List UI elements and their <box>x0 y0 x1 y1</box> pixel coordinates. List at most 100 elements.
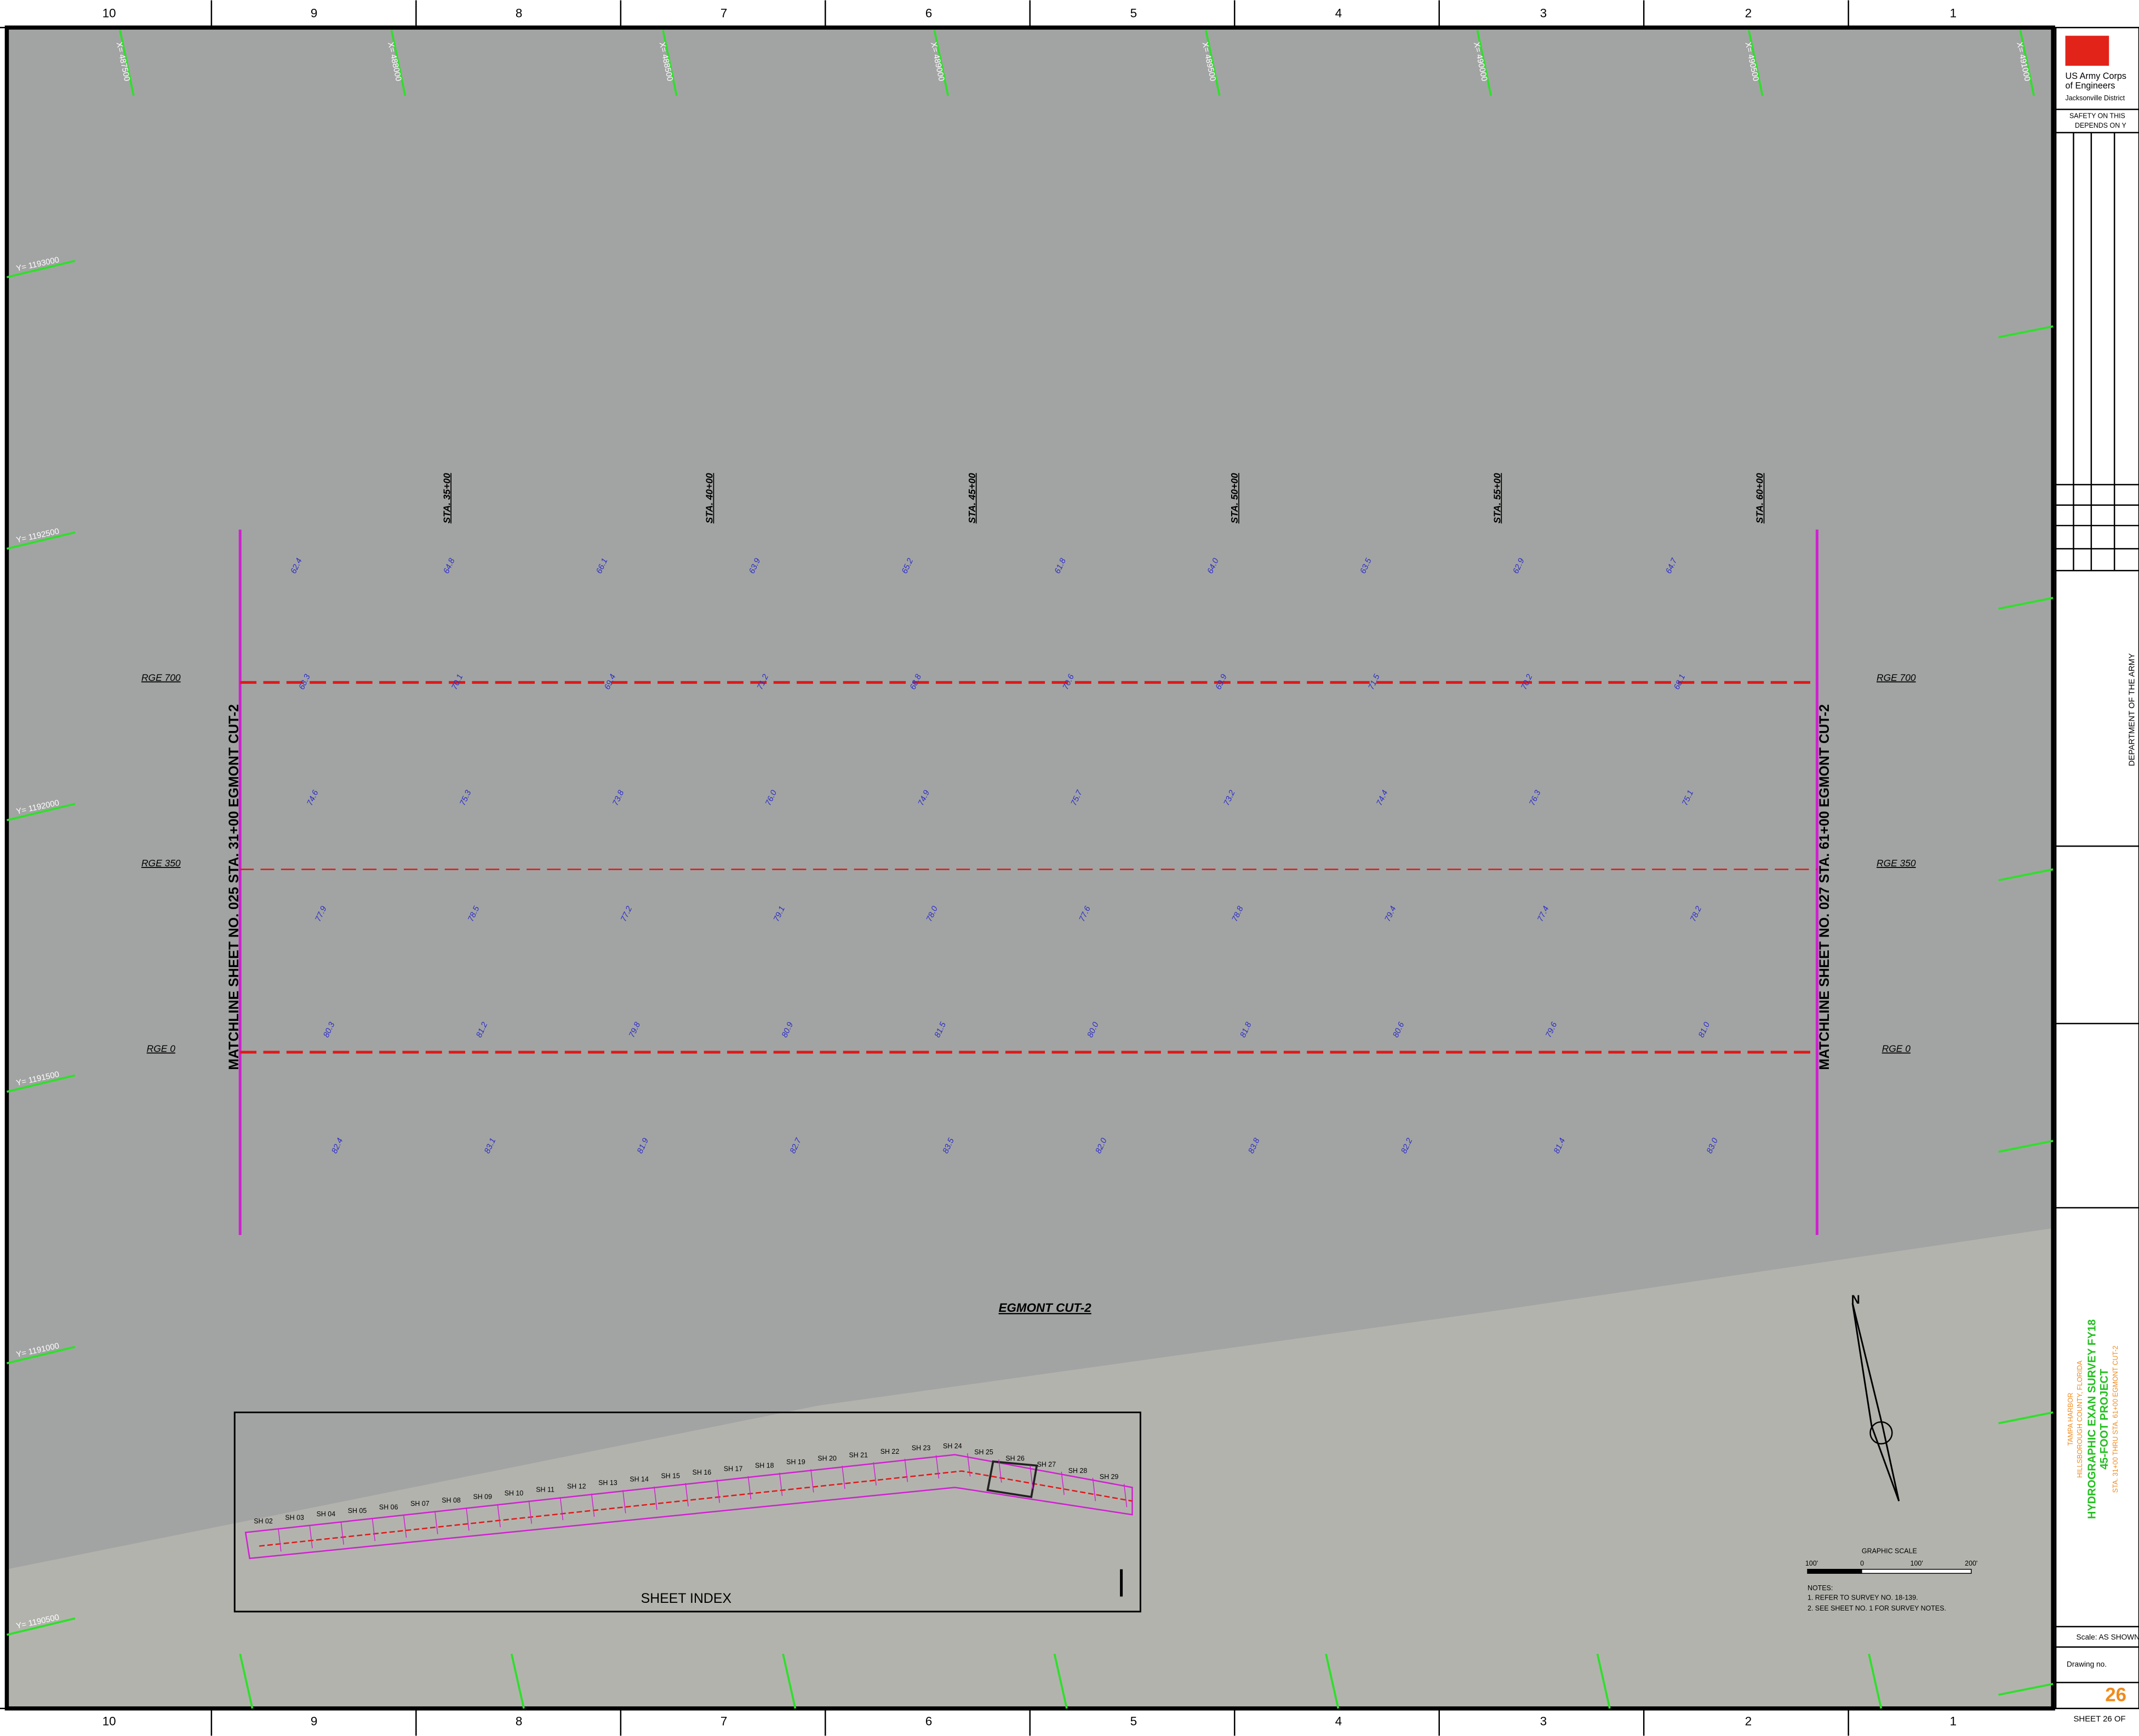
sheet-label: SH 25 <box>974 1448 993 1456</box>
sheet-divider <box>466 1507 470 1531</box>
grid-tick <box>1205 30 1221 96</box>
grid-tick <box>510 1653 525 1709</box>
scale-note: Scale: AS SHOWN <box>2076 1633 2139 1641</box>
project: TAMPA HARBOR <box>2067 1392 2074 1446</box>
range-label: RGE 700 <box>1877 672 1916 683</box>
county: HILLSBOROUGH COUNTY, FLORIDA <box>2076 1360 2084 1478</box>
sheet-divider <box>1061 1471 1065 1495</box>
sheet-label: SH 18 <box>755 1461 774 1469</box>
svg-text:N: N <box>1851 1293 1860 1306</box>
sheet-index-frame <box>233 1411 1141 1613</box>
sheet-divider <box>434 1511 438 1534</box>
drawing-title: HYDROGRAPHIC EXAN SURVEY FY18 <box>2086 1320 2098 1519</box>
grid-tick <box>7 1074 76 1093</box>
sheet-label: SH 23 <box>912 1444 931 1452</box>
sheet-label: SH 20 <box>817 1455 837 1463</box>
north-arrow: N <box>1851 1293 1900 1501</box>
station-label: STA. 50+00 <box>1229 473 1240 523</box>
sheet-divider <box>1123 1484 1128 1507</box>
grid-tick <box>7 531 76 550</box>
zone-label: 9 <box>311 1715 317 1728</box>
sheet-label: SH 16 <box>693 1469 712 1476</box>
sheet-label: SH 08 <box>442 1497 461 1504</box>
station-label: STA. 40+00 <box>704 473 715 523</box>
station-label: STA. 60+00 <box>1754 473 1765 523</box>
zone-label: 2 <box>1745 6 1752 20</box>
sheet-label: SH 26 <box>1005 1454 1025 1462</box>
grid-tick <box>390 30 407 96</box>
sheet-divider <box>779 1472 783 1496</box>
sheet-divider <box>810 1469 814 1493</box>
note: 2. SEE SHEET NO. 1 FOR SURVEY NOTES. <box>1808 1604 1946 1612</box>
channel-centerline <box>259 1470 1133 1547</box>
grid-tick <box>7 1617 76 1636</box>
current-sheet <box>986 1460 1038 1498</box>
sheet-label: SH 04 <box>317 1510 336 1518</box>
scale-title: GRAPHIC SCALE <box>1862 1547 1917 1555</box>
sheet-divider <box>622 1490 626 1514</box>
zone-label: 1 <box>1950 1715 1957 1728</box>
zone-labels: 10 10 9 9 8 8 7 7 6 6 5 5 4 4 3 3 2 2 1 1 <box>102 0 1957 1736</box>
grid-tick <box>1748 30 1764 96</box>
grid-tick <box>7 260 76 278</box>
agency: of Engineers <box>2066 81 2115 91</box>
title-block <box>2055 27 2139 1709</box>
safety-note: DEPENDS ON Y <box>2075 122 2126 129</box>
grid-tick <box>1998 868 2054 882</box>
station-label: STA. 45+00 <box>966 473 977 523</box>
agency: US Army Corps <box>2066 71 2126 81</box>
sheet-label: SH 15 <box>661 1472 680 1480</box>
sheet-label: SH 07 <box>410 1500 430 1507</box>
grid-tick <box>2019 30 2035 96</box>
sheet-label: SH 05 <box>348 1507 367 1515</box>
scale-label: 200' <box>1965 1560 1977 1567</box>
grid-tick <box>1476 30 1492 96</box>
station-label: STA. 55+00 <box>1491 473 1502 523</box>
drawing-subtitle: 45-FOOT PROJECT <box>2098 1369 2111 1470</box>
sheet-divider <box>1092 1477 1096 1501</box>
sheet-label: SH 19 <box>786 1458 805 1466</box>
grid-tick <box>119 30 135 96</box>
range-label: RGE 0 <box>1882 1043 1911 1054</box>
sheet-divider <box>403 1514 407 1538</box>
grid-tick <box>1998 325 2054 339</box>
zone-label: 4 <box>1335 6 1342 20</box>
range-label: RGE 350 <box>141 858 181 869</box>
sheet-label: SH 10 <box>505 1489 524 1497</box>
sheet-label: SH 09 <box>473 1493 492 1500</box>
sheet-label: SH 13 <box>598 1479 617 1487</box>
range-label: RGE 700 <box>141 672 181 683</box>
grid-tick <box>1998 1140 2054 1153</box>
sheet-divider <box>966 1453 971 1477</box>
sheet-label: SH 06 <box>379 1503 398 1511</box>
zone-label: 8 <box>516 1715 522 1728</box>
sheet-label: SH 11 <box>536 1486 554 1494</box>
zone-label: 3 <box>1540 1715 1547 1728</box>
sheet-divider <box>654 1486 657 1510</box>
drawing-stations: STA. 31+00 THRU STA. 61+00 EGMONT CUT-2 <box>2112 1345 2119 1493</box>
matchline-label: MATCHLINE SHEET NO. 025 STA. 31+00 EGMON… <box>226 704 242 1070</box>
sheet-divider <box>497 1504 501 1528</box>
zone-label: 4 <box>1335 1715 1342 1728</box>
sheet-label: SH 12 <box>567 1482 586 1490</box>
scale-label: 100' <box>1911 1560 1923 1567</box>
sheet-index-title: SHEET INDEX <box>641 1591 732 1606</box>
range-label: RGE 350 <box>1877 858 1916 869</box>
zone-label: 6 <box>925 1715 932 1728</box>
sheet-label: SH 27 <box>1037 1461 1056 1469</box>
grid-tick <box>1325 1653 1340 1709</box>
grid-tick <box>782 1653 797 1709</box>
district: Jacksonville District <box>2066 94 2125 102</box>
sheet-divider <box>904 1458 908 1482</box>
channel-name: EGMONT CUT-2 <box>999 1301 1092 1315</box>
grid-tick <box>1998 597 2054 610</box>
sheet-divider <box>747 1476 752 1500</box>
sheet-divider <box>1030 1465 1033 1489</box>
sheet-divider <box>309 1524 313 1549</box>
sheet-label: SH 02 <box>254 1517 273 1525</box>
zone-label: 10 <box>102 6 116 20</box>
department: DEPARTMENT OF THE ARMY <box>2127 653 2136 766</box>
sheet-label: SH 29 <box>1100 1473 1119 1481</box>
scale-label: 100' <box>1805 1560 1818 1567</box>
drawing-number: 26 <box>2105 1684 2126 1706</box>
